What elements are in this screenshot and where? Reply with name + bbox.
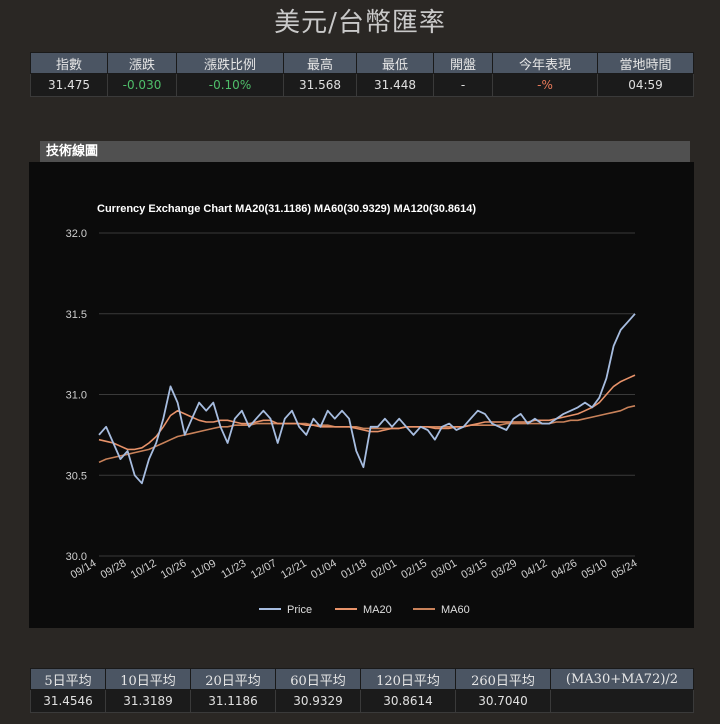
y-tick-label: 31.5 — [66, 309, 87, 321]
series-line-price — [98, 313, 636, 485]
series-line-ma20 — [98, 374, 636, 451]
value-open: - — [433, 73, 493, 97]
quote-header-row: 指數 漲跌 漲跌比例 最高 最低 開盤 今年表現 當地時間 — [30, 52, 694, 74]
x-tick-label: 04/12 — [519, 557, 549, 581]
x-tick-label: 05/10 — [580, 557, 610, 581]
page-title: 美元/台幣匯率 — [274, 8, 446, 38]
header-ma60: 60日平均 — [275, 668, 361, 690]
value-low: 31.448 — [356, 73, 434, 97]
y-axis-ticks: 32.0 31.5 31.0 30.5 30.0 — [66, 228, 87, 563]
x-tick-label: 10/26 — [159, 557, 189, 581]
legend-label: MA20 — [363, 604, 392, 616]
y-tick-label: 31.0 — [66, 390, 87, 402]
value-change-pct: -0.10% — [176, 73, 284, 97]
value-ma30-72 — [550, 689, 694, 713]
value-ma10: 31.3189 — [105, 689, 191, 713]
header-ma5: 5日平均 — [30, 668, 106, 690]
value-index: 31.475 — [30, 73, 108, 97]
series-lines — [98, 313, 636, 485]
quote-value-row: 31.475 -0.030 -0.10% 31.568 31.448 - -% … — [30, 73, 694, 97]
x-tick-label: 02/01 — [369, 557, 399, 581]
moving-average-table: 5日平均 10日平均 20日平均 60日平均 120日平均 260日平均 (MA… — [30, 668, 694, 713]
y-tick-label: 32.0 — [66, 228, 87, 240]
x-tick-label: 01/04 — [309, 557, 339, 581]
chart-container: Currency Exchange Chart MA20(31.1186) MA… — [29, 162, 694, 628]
header-ma260: 260日平均 — [455, 668, 551, 690]
value-ma60: 30.9329 — [275, 689, 361, 713]
value-local-time: 04:59 — [597, 73, 694, 97]
legend-label: Price — [287, 604, 312, 616]
value-ytd: -% — [492, 73, 598, 97]
header-change: 漲跌 — [107, 52, 177, 74]
grid-lines — [99, 232, 635, 557]
header-index: 指數 — [30, 52, 108, 74]
x-axis-ticks: 09/14 09/28 10/12 10/26 11/09 11/23 12/07 12/21… — [69, 557, 640, 581]
x-tick-label: 05/24 — [610, 557, 640, 581]
x-tick-label: 01/18 — [339, 557, 369, 581]
header-open: 開盤 — [433, 52, 493, 74]
header-low: 最低 — [356, 52, 434, 74]
x-tick-label: 11/23 — [219, 558, 248, 582]
chart-title: Currency Exchange Chart MA20(31.1186) MA… — [97, 203, 476, 215]
header-ma30-72: (MA30+MA72)/2 — [550, 668, 694, 690]
x-tick-label: 12/07 — [249, 557, 279, 581]
header-ma120: 120日平均 — [360, 668, 456, 690]
x-tick-label: 03/29 — [489, 557, 519, 581]
quote-table: 指數 漲跌 漲跌比例 最高 最低 開盤 今年表現 當地時間 31.475 -0.… — [30, 52, 694, 97]
x-tick-label: 11/09 — [189, 558, 218, 582]
header-change-pct: 漲跌比例 — [176, 52, 284, 74]
x-tick-label: 02/15 — [399, 557, 429, 581]
line-chart: Currency Exchange Chart MA20(31.1186) MA… — [66, 203, 640, 616]
header-ma10: 10日平均 — [105, 668, 191, 690]
value-high: 31.568 — [283, 73, 357, 97]
x-tick-label: 03/15 — [459, 557, 489, 581]
x-tick-label: 10/12 — [129, 557, 159, 581]
ma-header-row: 5日平均 10日平均 20日平均 60日平均 120日平均 260日平均 (MA… — [30, 668, 694, 690]
section-title: 技術線圖 — [40, 141, 690, 162]
header-high: 最高 — [283, 52, 357, 74]
value-ma20: 31.1186 — [190, 689, 276, 713]
x-tick-label: 04/26 — [549, 557, 579, 581]
y-tick-label: 30.0 — [66, 551, 87, 563]
x-tick-label: 09/28 — [99, 557, 129, 581]
value-change: -0.030 — [107, 73, 177, 97]
value-ma120: 30.8614 — [360, 689, 456, 713]
header-local-time: 當地時間 — [597, 52, 694, 74]
y-tick-label: 30.5 — [66, 470, 87, 482]
x-tick-label: 03/01 — [429, 557, 459, 581]
value-ma260: 30.7040 — [455, 689, 551, 713]
header-ytd: 今年表現 — [492, 52, 598, 74]
value-ma5: 31.4546 — [30, 689, 106, 713]
ma-value-row: 31.4546 31.3189 31.1186 30.9329 30.8614 … — [30, 689, 694, 713]
legend-label: MA60 — [441, 604, 470, 616]
header-ma20: 20日平均 — [190, 668, 276, 690]
x-tick-label: 12/21 — [279, 557, 309, 581]
legend: Price MA20 MA60 — [259, 604, 470, 616]
